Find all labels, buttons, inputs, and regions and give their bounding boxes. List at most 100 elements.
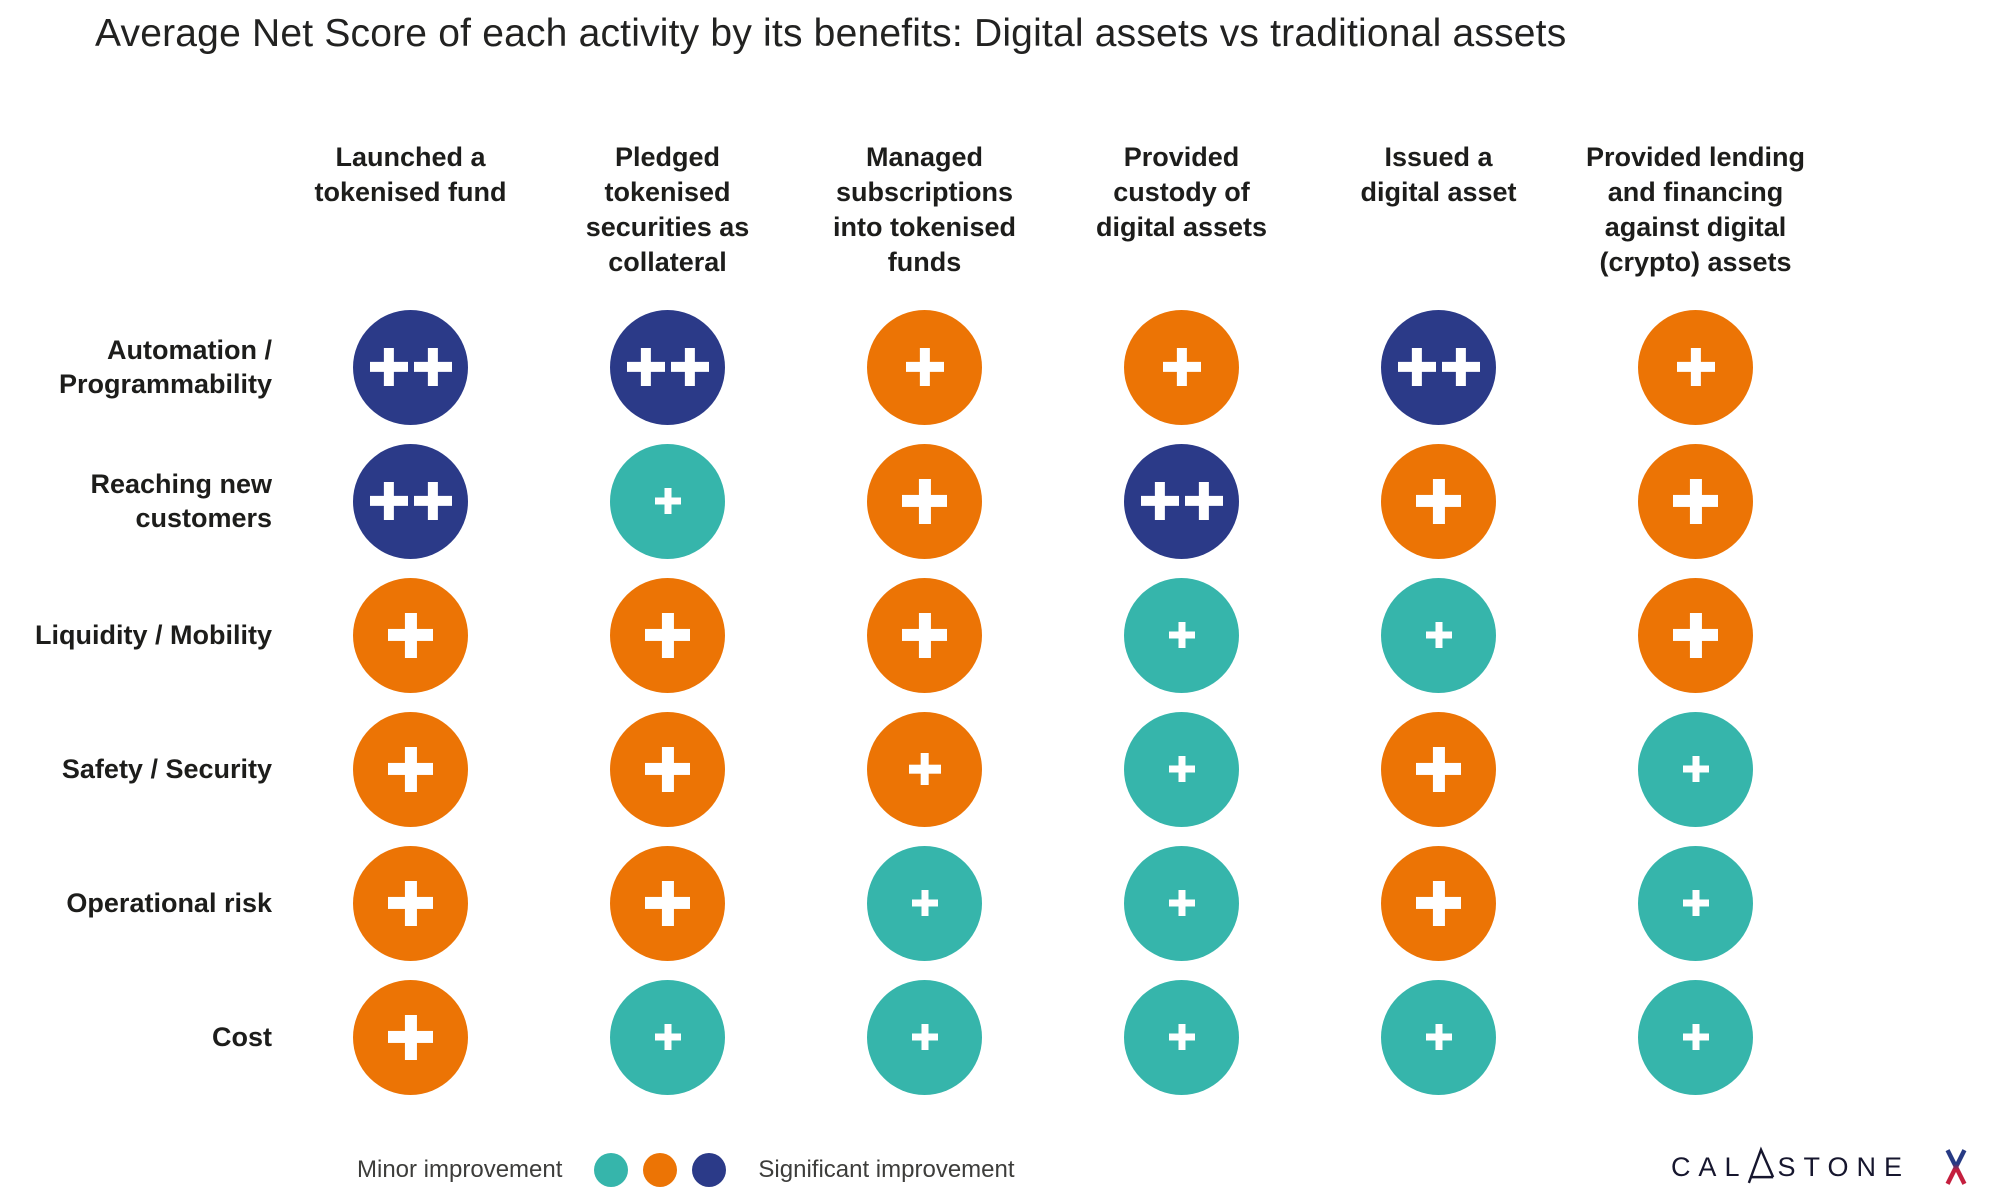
plus-icon <box>1683 890 1709 916</box>
score-circle <box>867 845 982 961</box>
plus-icon <box>645 881 690 926</box>
score-circle <box>1638 577 1753 693</box>
score-circle <box>353 845 468 961</box>
score-circle <box>1124 845 1239 961</box>
plus-icon <box>671 348 709 386</box>
score-circle <box>867 979 982 1095</box>
matrix-cell <box>1567 836 1824 970</box>
plus-icon <box>655 1024 681 1050</box>
matrix-cell <box>539 836 796 970</box>
plus-icon <box>1673 479 1718 524</box>
plus-icon <box>912 1024 938 1050</box>
calastone-wordmark: CAL STONE <box>1671 1146 1910 1188</box>
column-header: Issued a digital asset <box>1310 140 1567 300</box>
column-header-label: Provided lending and financing against d… <box>1585 142 1806 277</box>
column-header-label: Issued a digital asset <box>1360 142 1517 207</box>
plus-icon <box>414 348 452 386</box>
matrix-cell <box>1310 702 1567 836</box>
plus-icon <box>902 613 947 658</box>
matrix-cell <box>1053 702 1310 836</box>
matrix-cell <box>539 970 796 1104</box>
plus-icon <box>1416 747 1461 792</box>
plus-icon <box>388 747 433 792</box>
plus-icon <box>627 348 665 386</box>
matrix-cell <box>796 568 1053 702</box>
plus-icon <box>1677 348 1715 386</box>
matrix-cell <box>1310 434 1567 568</box>
matrix-cell <box>1053 434 1310 568</box>
score-circle <box>1381 979 1496 1095</box>
score-circle <box>353 711 468 827</box>
matrix-cell <box>796 702 1053 836</box>
score-circle <box>353 979 468 1095</box>
score-circle <box>867 577 982 693</box>
column-header-label: Launched a tokenised fund <box>314 142 507 207</box>
score-circle <box>1638 711 1753 827</box>
score-circle <box>1124 979 1239 1095</box>
plus-icon <box>902 479 947 524</box>
logo-text-right: STONE <box>1777 1151 1910 1182</box>
column-header: Pledged tokenised securities as collater… <box>539 140 796 300</box>
matrix-cell <box>1310 836 1567 970</box>
score-circle <box>1124 309 1239 425</box>
row-label: Automation / Programmability <box>58 335 272 399</box>
plus-icon <box>1163 348 1201 386</box>
matrix-cell <box>539 434 796 568</box>
score-circle <box>610 845 725 961</box>
legend-minor-label: Minor improvement <box>357 1156 563 1183</box>
plus-icon <box>1169 622 1195 648</box>
calastone-logo: CAL STONE <box>1671 1146 1968 1188</box>
score-circle <box>1381 577 1496 693</box>
plus-icon <box>370 482 408 520</box>
matrix-cell <box>282 702 539 836</box>
matrix-corner <box>0 140 282 300</box>
matrix-cell <box>796 434 1053 568</box>
plus-icon <box>655 488 681 514</box>
plus-icon <box>1426 622 1452 648</box>
plus-icon <box>1169 1024 1195 1050</box>
score-circle <box>1381 845 1496 961</box>
chart-title: Average Net Score of each activity by it… <box>95 12 1567 55</box>
column-header-label: Pledged tokenised securities as collater… <box>585 142 750 277</box>
plus-icon <box>645 747 690 792</box>
matrix-cell <box>1567 568 1824 702</box>
calastone-x-icon <box>1945 1149 1967 1185</box>
score-circle <box>867 711 982 827</box>
score-circle <box>867 309 982 425</box>
matrix-cell <box>1567 702 1824 836</box>
matrix-cell <box>539 702 796 836</box>
plus-icon <box>909 753 941 785</box>
matrix-cell <box>1567 970 1824 1104</box>
legend-significant-label: Significant improvement <box>758 1156 1015 1183</box>
score-circle <box>610 309 725 425</box>
orange-dot <box>643 1153 678 1187</box>
score-circle <box>610 443 725 559</box>
plus-icon <box>1683 1024 1709 1050</box>
plus-icon <box>1169 890 1195 916</box>
score-circle <box>1638 845 1753 961</box>
column-header: Provided custody of digital assets <box>1053 140 1310 300</box>
matrix-cell <box>1310 568 1567 702</box>
matrix-cell <box>282 434 539 568</box>
plus-icon <box>1683 756 1709 782</box>
matrix-cell <box>796 300 1053 434</box>
plus-icon <box>1442 348 1480 386</box>
matrix-cell <box>1567 300 1824 434</box>
plus-icon <box>1426 1024 1452 1050</box>
matrix-cell <box>796 836 1053 970</box>
plus-icon <box>1169 756 1195 782</box>
row-label: Reaching new customers <box>90 469 272 533</box>
column-header-label: Managed subscriptions into tokenised fun… <box>832 142 1016 277</box>
matrix-cell <box>282 568 539 702</box>
matrix-cell <box>796 970 1053 1104</box>
row-label: Liquidity / Mobility <box>35 620 272 650</box>
calastone-a-icon <box>1748 1146 1775 1184</box>
matrix-cell <box>1310 300 1567 434</box>
column-header-label: Provided custody of digital assets <box>1095 142 1268 242</box>
plus-icon <box>912 890 938 916</box>
score-circle <box>1638 979 1753 1095</box>
matrix-cell <box>282 836 539 970</box>
column-header: Managed subscriptions into tokenised fun… <box>796 140 1053 300</box>
plus-icon <box>1416 881 1461 926</box>
score-circle <box>1124 711 1239 827</box>
